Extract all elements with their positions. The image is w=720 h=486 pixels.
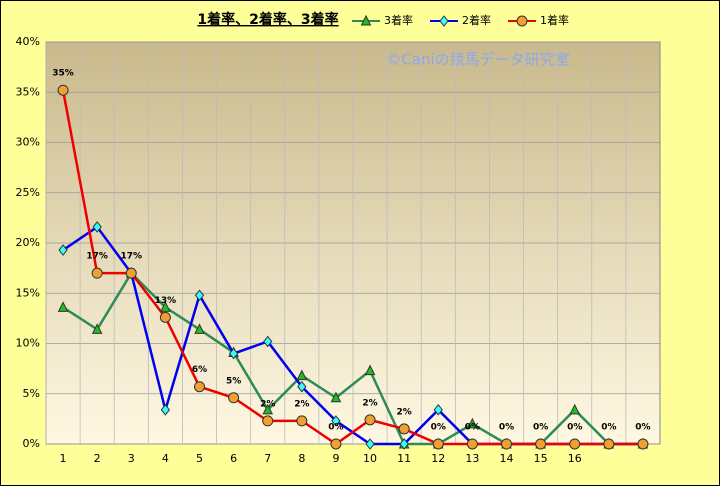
data-label: 2% (260, 399, 275, 409)
line (61, 90, 643, 446)
marker (398, 423, 410, 435)
legend-label: 2着率 (462, 13, 491, 27)
data-label: 0% (567, 423, 582, 433)
marker (125, 267, 137, 279)
x-tick-label: 5 (196, 452, 203, 465)
y-tick-label: 30% (16, 136, 40, 149)
x-tick-label: 16 (568, 452, 582, 465)
y-tick-label: 0% (23, 437, 40, 450)
marker (331, 415, 341, 427)
y-tick-label: 40% (16, 35, 40, 48)
y-tick-label: 25% (16, 186, 40, 199)
data-label: 2% (397, 407, 412, 417)
data-label: 2% (294, 399, 309, 409)
marker (569, 403, 581, 415)
marker (365, 438, 375, 450)
marker (466, 438, 478, 450)
y-tick-label: 35% (16, 85, 40, 98)
data-label: 0% (635, 423, 650, 433)
marker (330, 391, 342, 403)
watermark: ©Caniの競馬データ研究室 (386, 51, 569, 69)
marker (535, 438, 547, 450)
marker (160, 404, 171, 416)
chart-title: 1着率、2着率、3着率 (197, 11, 338, 28)
marker (262, 415, 274, 427)
y-tick-label: 15% (16, 286, 40, 299)
data-label: 35% (52, 69, 74, 79)
marker (91, 323, 103, 334)
marker (569, 438, 581, 450)
marker (399, 438, 409, 450)
legend-marker (516, 15, 528, 27)
x-tick-label: 3 (128, 452, 135, 465)
y-tick-label: 5% (23, 387, 40, 400)
legend-marker (439, 15, 449, 27)
marker (194, 289, 205, 302)
marker (364, 364, 376, 376)
x-tick-label: 13 (465, 452, 479, 465)
marker (297, 380, 307, 393)
marker (194, 381, 205, 393)
marker (467, 417, 478, 429)
data-label: 0% (328, 423, 343, 433)
marker (603, 438, 615, 450)
legend-label: 1着率 (540, 13, 569, 27)
marker (501, 438, 512, 450)
x-tick-label: 2 (94, 452, 101, 465)
x-tick-label: 14 (500, 452, 514, 465)
data-label: 6% (192, 365, 207, 375)
marker (432, 438, 444, 450)
line (62, 271, 643, 446)
marker (194, 323, 205, 334)
data-label: 13% (155, 296, 177, 306)
marker (58, 244, 68, 256)
data-label: 17% (86, 252, 108, 262)
y-tick-label: 20% (16, 236, 40, 249)
x-tick-label: 11 (397, 452, 411, 465)
marker (228, 347, 239, 360)
marker (159, 311, 171, 323)
marker (364, 414, 376, 426)
data-label: 5% (226, 376, 241, 386)
data-label: 0% (465, 423, 480, 433)
x-tick-label: 4 (162, 452, 169, 465)
legend-label: 3着率 (384, 13, 413, 27)
data-label: 0% (431, 423, 446, 433)
marker (637, 438, 649, 450)
marker (263, 335, 273, 348)
x-tick-label: 8 (298, 452, 305, 465)
x-tick-label: 9 (332, 452, 339, 465)
marker (296, 369, 308, 381)
marker (228, 392, 240, 404)
x-tick-label: 15 (534, 452, 548, 465)
marker (262, 403, 274, 415)
data-label: 0% (601, 423, 616, 433)
marker (296, 415, 308, 427)
legend-marker (360, 14, 372, 26)
y-tick-label: 10% (16, 337, 40, 350)
marker (57, 84, 69, 96)
x-tick-label: 12 (431, 452, 445, 465)
marker (57, 301, 69, 312)
marker (160, 301, 171, 312)
x-tick-label: 6 (230, 452, 237, 465)
data-label: 0% (533, 423, 548, 433)
marker (91, 267, 103, 279)
data-label: 17% (121, 252, 143, 262)
marker (92, 221, 102, 233)
data-label: 2% (362, 398, 377, 408)
x-tick-label: 7 (264, 452, 271, 465)
data-label: 0% (499, 423, 514, 433)
marker (330, 438, 342, 450)
x-tick-label: 10 (363, 452, 377, 465)
marker (433, 404, 443, 416)
x-tick-label: 1 (60, 452, 67, 465)
